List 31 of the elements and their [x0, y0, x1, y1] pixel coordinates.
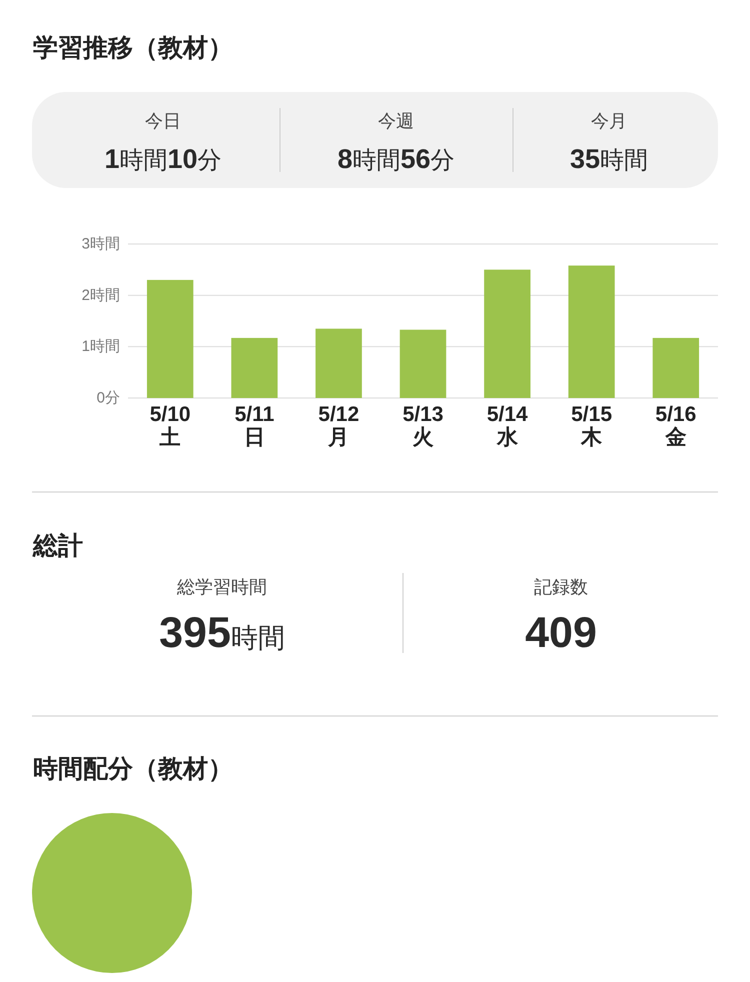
x-tick-label: 5/11 日: [234, 403, 275, 449]
x-tick-label: 5/10 土: [150, 403, 191, 449]
text: 今週: [378, 111, 414, 131]
bar: [568, 266, 615, 398]
text: 記録数: [534, 577, 588, 597]
bar: [400, 330, 446, 398]
x-tick-label: 5/15 木: [571, 403, 612, 449]
text: 総学習時間: [176, 577, 267, 597]
bar: [484, 270, 530, 398]
bar: [231, 338, 278, 398]
x-tick-label: 5/14 水: [486, 403, 528, 449]
text: 今日: [145, 111, 181, 131]
x-tick-label: 5/12 月: [318, 403, 360, 449]
x-tick-label: 5/13 火: [402, 403, 444, 449]
x-tick-label: 5/16 金: [655, 403, 696, 449]
bar: [146, 280, 194, 398]
text: 1時間10分: [104, 144, 222, 174]
y-tick-label: 2時間: [82, 286, 120, 304]
bar: [316, 328, 362, 398]
text: 8時間56分: [337, 144, 455, 174]
chart-title: 時間配分（教材）: [33, 755, 233, 783]
y-tick-label: 1時間: [82, 338, 120, 356]
text: 409: [525, 609, 597, 657]
text: 395時間: [159, 609, 285, 657]
y-tick-label: 3時間: [82, 236, 120, 252]
text: 今月: [591, 111, 627, 131]
text: 学習推移（教材）: [33, 34, 233, 62]
text: 総計: [32, 532, 83, 560]
bar: [652, 338, 700, 398]
text: 35時間: [570, 144, 648, 174]
y-tick-label: 0分: [96, 390, 120, 406]
